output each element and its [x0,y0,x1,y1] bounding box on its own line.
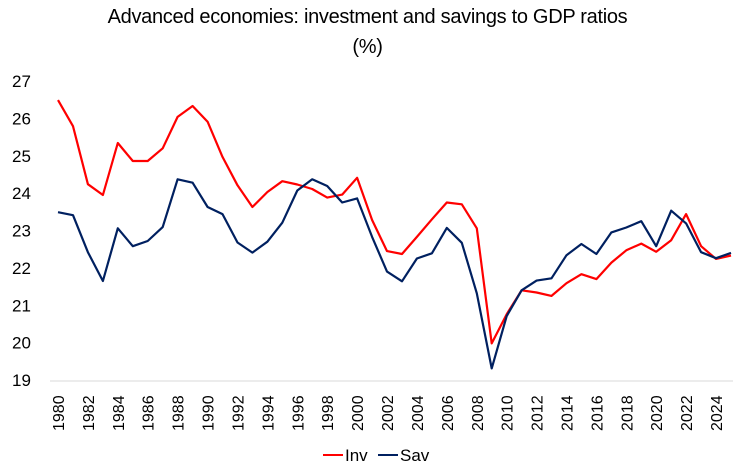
x-tick-label: 1992 [230,395,247,431]
y-tick-label: 27 [12,72,31,91]
x-tick-label: 1984 [111,395,128,431]
x-tick-label: 2006 [440,395,457,431]
y-tick-label: 25 [12,147,31,166]
x-tick-label: 1986 [141,395,158,431]
x-tick-label: 1988 [171,395,188,431]
x-tick-label: 1980 [51,395,68,431]
y-tick-label: 19 [12,371,31,390]
y-tick-label: 24 [12,184,31,203]
x-tick-label: 2022 [679,395,696,431]
y-tick-label: 23 [12,222,31,241]
x-tick-label: 2004 [410,395,427,431]
series-line-inv [57,99,732,345]
x-axis-ticks: 1980 1982 1984 1986 1988 1990 1992 1994 1996 1998… [51,395,726,431]
y-tick-label: 20 [12,334,31,353]
x-tick-label: 1990 [201,395,218,431]
legend-label-inv: Inv [345,446,368,465]
x-tick-label: 1994 [260,395,277,431]
chart-subtitle: (%) [352,36,383,58]
x-tick-label: 2016 [589,395,606,431]
y-axis-ticks: 19 20 21 22 23 24 25 26 27 [12,72,31,390]
x-tick-label: 2018 [619,395,636,431]
legend-label-sav: Sav [400,446,430,465]
series-line-sav [57,178,732,370]
y-tick-label: 21 [12,296,31,315]
x-tick-label: 2000 [350,395,367,431]
x-tick-label: 1982 [81,395,98,431]
x-tick-label: 2012 [530,395,547,431]
x-tick-label: 2014 [559,395,576,431]
y-tick-label: 22 [12,259,31,278]
x-tick-label: 2008 [470,395,487,431]
x-tick-label: 2020 [649,395,666,431]
x-tick-label: 2010 [500,395,517,431]
x-tick-label: 1998 [320,395,337,431]
x-tick-label: 2002 [380,395,397,431]
x-tick-label: 1996 [290,395,307,431]
legend: Inv Sav [323,446,430,465]
x-tick-label: 2024 [709,395,726,431]
chart-title: Advanced economies: investment and savin… [107,6,628,28]
y-tick-label: 26 [12,109,31,128]
series-lines [57,99,732,370]
